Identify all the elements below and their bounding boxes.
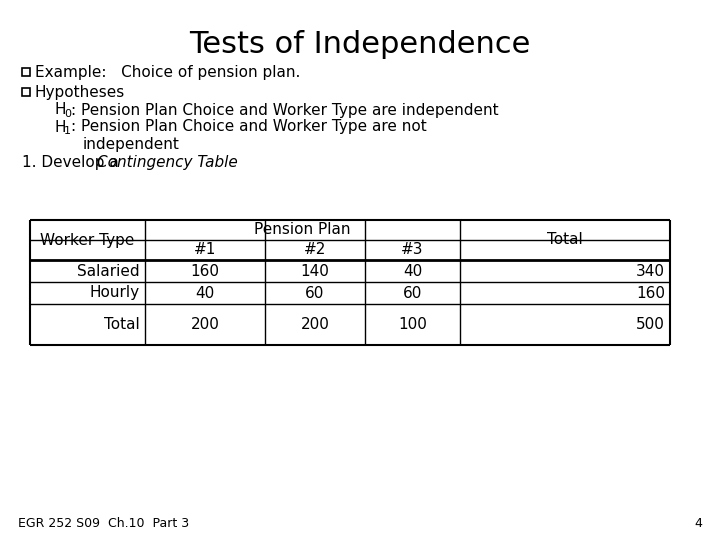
Text: Tests of Independence: Tests of Independence: [189, 30, 531, 59]
Text: H: H: [55, 119, 66, 134]
Text: : Pension Plan Choice and Worker Type are independent: : Pension Plan Choice and Worker Type ar…: [71, 103, 499, 118]
Text: EGR 252 S09  Ch.10  Part 3: EGR 252 S09 Ch.10 Part 3: [18, 517, 189, 530]
Text: 40: 40: [195, 286, 215, 300]
Text: Salaried: Salaried: [77, 264, 140, 279]
Text: H: H: [55, 103, 66, 118]
Text: Total: Total: [104, 317, 140, 332]
Text: Contingency Table: Contingency Table: [97, 154, 238, 170]
Text: 160: 160: [191, 264, 220, 279]
Text: Hourly: Hourly: [90, 286, 140, 300]
Text: 1. Develop a: 1. Develop a: [22, 154, 124, 170]
Text: 40: 40: [403, 264, 422, 279]
Text: Hypotheses: Hypotheses: [35, 84, 125, 99]
Text: 200: 200: [191, 317, 220, 332]
Bar: [22, 88, 30, 96]
Text: #2: #2: [304, 242, 326, 258]
Bar: [22, 68, 30, 76]
Text: 60: 60: [402, 286, 422, 300]
Text: 160: 160: [636, 286, 665, 300]
Text: independent: independent: [83, 137, 180, 152]
Text: 0: 0: [64, 109, 71, 119]
Text: 200: 200: [300, 317, 330, 332]
Text: 100: 100: [398, 317, 427, 332]
Text: 500: 500: [636, 317, 665, 332]
Text: Total: Total: [547, 233, 583, 247]
Text: 340: 340: [636, 264, 665, 279]
Text: 1: 1: [64, 126, 71, 136]
Text: #3: #3: [401, 242, 424, 258]
Text: Worker Type: Worker Type: [40, 233, 135, 247]
Text: : Pension Plan Choice and Worker Type are not: : Pension Plan Choice and Worker Type ar…: [71, 119, 427, 134]
Text: Pension Plan: Pension Plan: [254, 222, 351, 238]
Text: #1: #1: [194, 242, 216, 258]
Text: 140: 140: [300, 264, 330, 279]
Text: 4: 4: [694, 517, 702, 530]
Text: 60: 60: [305, 286, 325, 300]
Text: Example:   Choice of pension plan.: Example: Choice of pension plan.: [35, 64, 300, 79]
